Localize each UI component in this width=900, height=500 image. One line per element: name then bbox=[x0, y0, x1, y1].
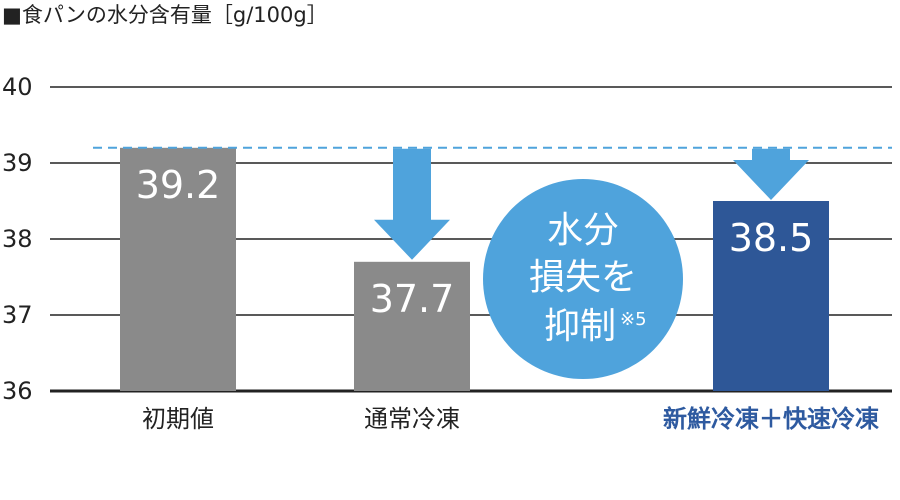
arrows bbox=[374, 148, 809, 260]
category-label-2: 通常冷凍 bbox=[364, 405, 460, 433]
callout-footnote-mark: ※5 bbox=[620, 309, 647, 330]
value-labels: 39.2 37.7 38.5 bbox=[136, 163, 814, 321]
category-labels: 初期値 通常冷凍 新鮮冷凍＋快速冷凍 bbox=[142, 405, 879, 433]
y-tick-label-38: 38 bbox=[2, 225, 33, 253]
arrow-down-fresh-freeze bbox=[733, 148, 809, 200]
callout-line-2: 損失を bbox=[529, 257, 637, 298]
bars bbox=[120, 147, 829, 391]
bar-3 bbox=[713, 201, 829, 391]
y-tick-label-37: 37 bbox=[2, 301, 33, 329]
callout-line-1: 水分 bbox=[547, 210, 619, 251]
chart-title: ■食パンの水分含有量［g/100g］ bbox=[2, 3, 328, 27]
callout-line-3: 抑制 bbox=[544, 306, 616, 347]
arrow-down-normal-freeze bbox=[374, 148, 450, 260]
y-tick-label-40: 40 bbox=[2, 73, 33, 101]
y-axis-ticks: 36 37 38 39 40 bbox=[2, 73, 33, 405]
value-label-1: 39.2 bbox=[136, 163, 221, 207]
y-tick-label-39: 39 bbox=[2, 149, 33, 177]
value-label-3: 38.5 bbox=[729, 216, 814, 260]
y-tick-label-36: 36 bbox=[2, 377, 33, 405]
category-label-1: 初期値 bbox=[142, 405, 214, 433]
bar-1 bbox=[120, 147, 236, 391]
category-label-3: 新鮮冷凍＋快速冷凍 bbox=[663, 405, 879, 433]
bar-2 bbox=[354, 261, 470, 391]
callout-circle bbox=[483, 179, 683, 379]
value-label-2: 37.7 bbox=[370, 277, 455, 321]
